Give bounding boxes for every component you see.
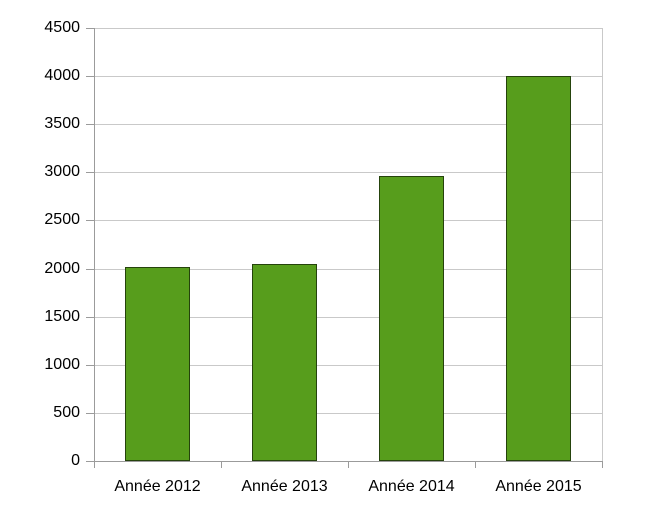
y-axis-tick [86, 28, 94, 29]
x-axis-tick-label: Année 2015 [495, 478, 582, 495]
x-axis-line [86, 461, 603, 462]
y-axis-tick [86, 220, 94, 221]
plot-right-border [602, 28, 603, 461]
y-gridline [94, 76, 602, 77]
y-axis-tick-label: 0 [71, 452, 80, 469]
y-gridline [94, 28, 602, 29]
bar [379, 176, 444, 461]
x-axis-tick-label: Année 2014 [368, 478, 455, 495]
y-axis-tick-label: 2500 [44, 211, 80, 228]
y-gridline [94, 124, 602, 125]
x-axis-tick [348, 461, 349, 468]
y-axis-tick [86, 365, 94, 366]
y-axis-tick [86, 124, 94, 125]
y-axis-tick-label: 3500 [44, 115, 80, 132]
y-gridline [94, 269, 602, 270]
y-axis-tick [86, 76, 94, 77]
y-gridline [94, 220, 602, 221]
y-axis-tick-label: 2000 [44, 260, 80, 277]
y-gridline [94, 365, 602, 366]
y-axis-tick [86, 269, 94, 270]
y-axis-tick-label: 1000 [44, 356, 80, 373]
y-axis-tick-label: 4000 [44, 67, 80, 84]
y-axis-line [94, 28, 95, 468]
y-axis-tick-label: 3000 [44, 163, 80, 180]
y-gridline [94, 413, 602, 414]
bar [252, 264, 317, 461]
y-gridline [94, 317, 602, 318]
y-gridline [94, 172, 602, 173]
x-axis-tick [221, 461, 222, 468]
x-axis-tick-label: Année 2012 [114, 478, 201, 495]
y-axis-tick [86, 172, 94, 173]
x-axis-tick [475, 461, 476, 468]
bar [506, 76, 571, 461]
y-axis-tick-label: 4500 [44, 19, 80, 36]
bar [125, 267, 190, 461]
y-axis-tick-label: 500 [53, 404, 80, 421]
y-axis-tick [86, 317, 94, 318]
y-axis-tick-label: 1500 [44, 308, 80, 325]
y-axis-tick [86, 413, 94, 414]
x-axis-tick-label: Année 2013 [241, 478, 328, 495]
x-axis-tick [602, 461, 603, 468]
